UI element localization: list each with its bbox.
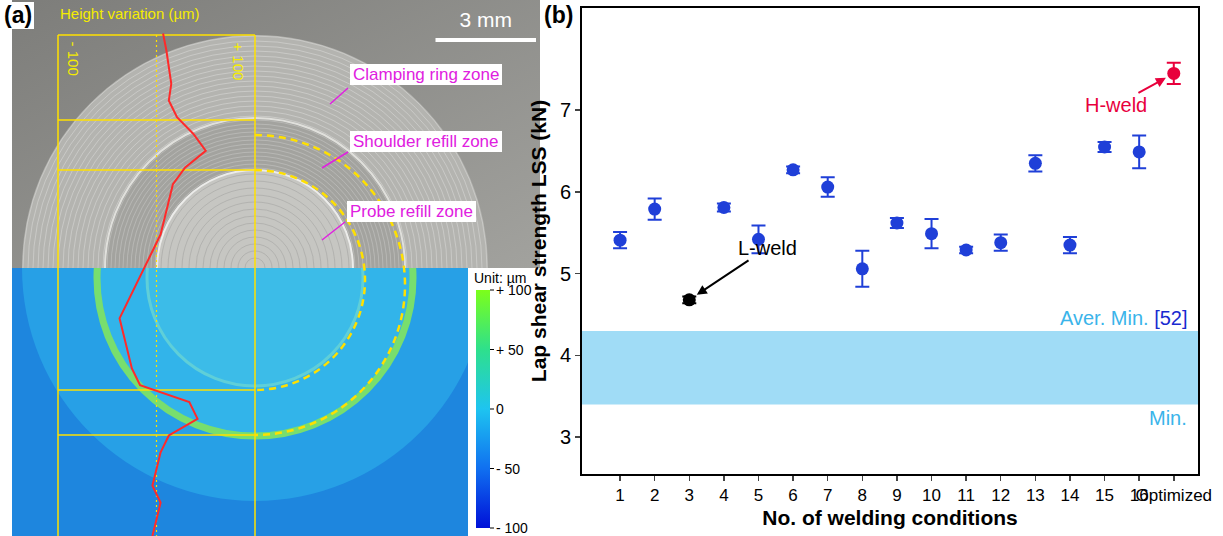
svg-text:- 100: - 100 xyxy=(496,520,528,536)
svg-text:- 100: - 100 xyxy=(65,42,82,76)
svg-text:0: 0 xyxy=(496,401,504,417)
svg-text:Height variation (µm): Height variation (µm) xyxy=(60,5,200,22)
svg-text:+ 100: + 100 xyxy=(230,42,247,80)
svg-text:5: 5 xyxy=(754,486,763,505)
svg-text:13: 13 xyxy=(1026,486,1045,505)
svg-text:9: 9 xyxy=(892,486,901,505)
svg-text:5: 5 xyxy=(560,263,571,285)
html-text:(b): (b) xyxy=(544,2,574,28)
svg-text:- 50: - 50 xyxy=(496,461,520,477)
svg-text:Min.: Min. xyxy=(1149,407,1187,429)
html-text:Shoulder refill zone: Shoulder refill zone xyxy=(353,132,499,151)
svg-text:H-weld: H-weld xyxy=(1085,94,1147,116)
svg-text:16: 16 xyxy=(1130,486,1149,505)
svg-text:1: 1 xyxy=(615,486,624,505)
svg-text:3: 3 xyxy=(685,486,694,505)
svg-text:4: 4 xyxy=(719,486,728,505)
svg-text:L-weld: L-weld xyxy=(738,237,797,259)
svg-text:3: 3 xyxy=(560,426,571,448)
svg-text:+ 50: + 50 xyxy=(496,342,524,358)
svg-text:8: 8 xyxy=(858,486,867,505)
svg-text:7: 7 xyxy=(823,486,832,505)
svg-text:Optimized: Optimized xyxy=(1136,486,1213,505)
svg-text:Unit: µm: Unit: µm xyxy=(474,270,527,286)
svg-text:14: 14 xyxy=(1060,486,1079,505)
svg-text:15: 15 xyxy=(1095,486,1114,505)
svg-text:10: 10 xyxy=(922,486,941,505)
svg-text:No. of welding conditions: No. of welding conditions xyxy=(762,506,1017,529)
html-text:Probe refill zone: Probe refill zone xyxy=(350,202,473,221)
svg-text:Aver. Min. [52]: Aver. Min. [52] xyxy=(1060,307,1187,329)
svg-text:2: 2 xyxy=(650,486,659,505)
svg-text:12: 12 xyxy=(991,486,1010,505)
svg-text:3 mm: 3 mm xyxy=(460,8,513,31)
html-text:(a): (a) xyxy=(4,2,33,28)
svg-text:+ 100: + 100 xyxy=(496,282,532,298)
svg-text:4: 4 xyxy=(560,344,571,366)
html-text:Clamping ring zone: Clamping ring zone xyxy=(353,65,500,84)
svg-text:6: 6 xyxy=(788,486,797,505)
svg-text:6: 6 xyxy=(560,181,571,203)
svg-text:Lap shear strength LSS (kN): Lap shear strength LSS (kN) xyxy=(527,100,550,382)
svg-text:11: 11 xyxy=(957,486,975,505)
svg-text:7: 7 xyxy=(560,99,571,121)
